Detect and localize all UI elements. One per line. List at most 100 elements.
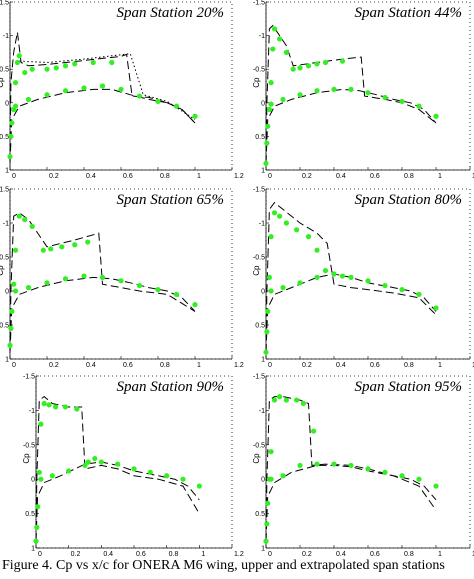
- data-point: [34, 524, 40, 530]
- data-point: [280, 285, 286, 291]
- data-point: [294, 227, 300, 233]
- data-point: [16, 213, 22, 219]
- data-point: [59, 244, 65, 250]
- data-point: [9, 120, 15, 126]
- data-point: [311, 428, 317, 434]
- data-point: [365, 278, 371, 284]
- x-tick-label: 1.2: [234, 551, 244, 558]
- data-point: [433, 483, 439, 489]
- y-tick-label: 0.5: [255, 511, 265, 518]
- x-tick-label: 0.4: [86, 173, 96, 180]
- data-point: [399, 473, 405, 479]
- data-point: [66, 468, 72, 474]
- data-point: [85, 459, 91, 465]
- y-tick-label: 0: [31, 477, 35, 484]
- x-tick-label: 0.6: [136, 551, 146, 558]
- x-tick-label: 0.2: [302, 551, 312, 558]
- series-line-2: [265, 464, 437, 542]
- chart-panel-4: 0 0.2 0.4 0.6 0.8 1 1.2 -1.5 -1 -0.5 0 0.5 1 Cp Span S…: [252, 187, 474, 370]
- x-tick-label: 1.2: [472, 551, 474, 558]
- data-point: [12, 288, 19, 294]
- data-point: [280, 96, 286, 103]
- data-point: [8, 325, 14, 331]
- data-point: [38, 421, 44, 427]
- y-tick-label: 0.5: [25, 511, 35, 518]
- x-tick-label: 0: [12, 362, 16, 369]
- data-point: [314, 88, 320, 94]
- data-point: [271, 26, 278, 32]
- series-line-1: [265, 201, 437, 353]
- data-point: [48, 246, 54, 252]
- data-point: [35, 504, 41, 510]
- data-point: [268, 80, 274, 86]
- y-tick-label: -1: [259, 221, 265, 228]
- data-point: [297, 462, 303, 469]
- data-point: [283, 397, 289, 403]
- x-tick-label: 0.8: [404, 362, 414, 369]
- data-point: [264, 140, 270, 146]
- data-point: [305, 234, 312, 240]
- y-tick-label: -0.5: [253, 442, 265, 449]
- x-tick-label: 0.4: [86, 362, 96, 369]
- data-point: [11, 281, 17, 287]
- data-point: [92, 455, 98, 462]
- x-tick-label: 0: [268, 551, 272, 558]
- data-point: [331, 461, 337, 467]
- data-point: [265, 123, 271, 129]
- y-tick-label: 0.5: [0, 323, 9, 330]
- data-point: [314, 247, 320, 253]
- data-point: [81, 273, 87, 279]
- y-axis-label: Cp: [252, 77, 261, 88]
- data-point: [271, 210, 278, 216]
- x-tick-label: 0.2: [71, 551, 81, 558]
- y-tick-label: -1.5: [23, 374, 35, 381]
- chart-panel-5: 0 0.2 0.4 0.6 0.8 1 1.2 -1.5 -1 -0.5 0 0.5 1 Cp Span S…: [22, 374, 244, 559]
- data-point: [155, 98, 161, 105]
- data-point: [72, 242, 78, 248]
- plot-frame: [9, 188, 233, 360]
- data-point: [348, 462, 354, 469]
- data-point: [290, 66, 296, 72]
- data-point: [99, 274, 106, 280]
- data-point: [72, 61, 78, 67]
- data-point: [268, 288, 274, 294]
- y-axis-label: Cp: [0, 265, 5, 276]
- data-point: [322, 59, 329, 66]
- y-tick-label: -0.5: [253, 67, 265, 74]
- data-point: [263, 160, 269, 166]
- x-tick-label: 0.6: [123, 362, 133, 369]
- data-point: [416, 476, 422, 482]
- data-point: [7, 342, 13, 348]
- data-point: [33, 538, 39, 544]
- x-tick-label: 0: [38, 551, 42, 558]
- data-point: [82, 462, 88, 469]
- y-tick-label: -0.5: [23, 442, 35, 449]
- y-tick-label: -0.5: [0, 67, 9, 74]
- data-point: [331, 86, 337, 92]
- data-point: [297, 65, 303, 71]
- y-tick-label: 0: [261, 289, 265, 296]
- data-point: [294, 397, 300, 403]
- y-tick-label: -1.5: [253, 187, 265, 194]
- data-point: [277, 394, 283, 400]
- y-tick-label: 1: [261, 357, 265, 364]
- plot-frame: [35, 375, 233, 549]
- x-tick-label: 0.2: [49, 173, 59, 180]
- series-line-2: [265, 88, 437, 164]
- data-point: [348, 274, 354, 280]
- data-point: [339, 273, 346, 279]
- data-point: [382, 469, 388, 475]
- data-point: [164, 473, 170, 479]
- data-point: [314, 274, 320, 280]
- x-tick-label: 0.8: [169, 551, 179, 558]
- x-tick-label: 1: [201, 551, 205, 558]
- y-tick-label: -1: [259, 408, 265, 415]
- data-point: [115, 461, 121, 467]
- data-point: [9, 308, 15, 314]
- x-tick-label: 0.2: [49, 362, 59, 369]
- data-point: [44, 280, 50, 286]
- x-tick-label: 0.6: [123, 173, 133, 180]
- y-tick-label: 1: [5, 168, 9, 175]
- data-point: [12, 103, 19, 109]
- chart-panel-2: 0 0.2 0.4 0.6 0.8 1 1.2 -1.5 -1 -0.5 0 0.5 1 Cp Span S…: [252, 0, 474, 180]
